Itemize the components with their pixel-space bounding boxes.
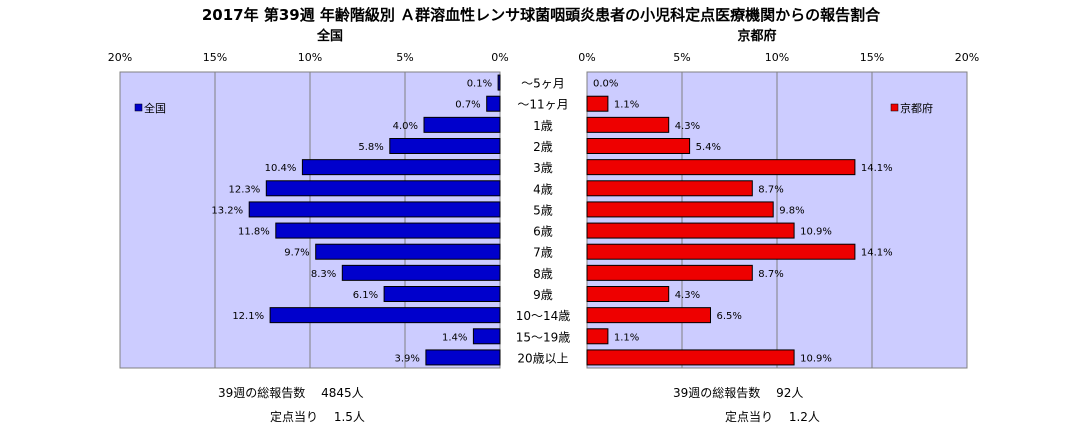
kyoto-bar <box>586 138 691 154</box>
kyoto-total-reports: 39週の総報告数 92人 <box>673 386 804 400</box>
kyoto-bar <box>586 328 609 345</box>
kyoto-data-label: 8.7% <box>758 184 783 195</box>
national-data-label: 12.1% <box>232 311 264 322</box>
age-category-label: 4歳 <box>533 182 553 196</box>
kyoto-data-label: 1.1% <box>614 332 639 343</box>
kyoto-data-label: 0.0% <box>593 79 618 90</box>
kyoto-data-label: 6.5% <box>717 311 742 322</box>
national-bar <box>383 286 501 302</box>
age-category-label: ～5ヶ月 <box>521 77 565 91</box>
kyoto-bar <box>586 95 609 112</box>
national-bar <box>265 180 501 197</box>
age-category-label: 10～14歳 <box>516 309 571 323</box>
national-tick-label: 5% <box>396 51 413 64</box>
kyoto-bar <box>586 116 670 133</box>
national-data-label: 9.7% <box>284 248 309 259</box>
age-category-label: ～11ヶ月 <box>517 98 568 112</box>
national-legend-swatch <box>134 103 143 112</box>
national-bar <box>486 95 501 112</box>
kyoto-data-label: 4.3% <box>675 290 700 301</box>
age-category-label: 8歳 <box>533 267 553 281</box>
kyoto-tick-label: 15% <box>860 51 884 64</box>
national-bar <box>341 264 501 281</box>
age-category-label: 20歳以上 <box>517 351 568 365</box>
national-data-label: 0.1% <box>467 79 492 90</box>
kyoto-bar <box>586 180 753 197</box>
kyoto-data-label: 14.1% <box>861 163 893 174</box>
kyoto-data-label: 8.7% <box>758 269 783 280</box>
kyoto-bar <box>586 264 753 281</box>
national-bar <box>472 328 501 345</box>
national-bar <box>315 243 501 260</box>
national-tick-label: 10% <box>298 51 322 64</box>
national-panel-title: 全国 <box>316 28 343 44</box>
age-category-label: 6歳 <box>533 225 553 239</box>
kyoto-legend-label: 京都府 <box>900 101 933 115</box>
kyoto-data-label: 5.4% <box>696 142 721 153</box>
kyoto-data-label: 10.9% <box>800 353 832 364</box>
kyoto-data-label: 10.9% <box>800 227 832 238</box>
national-data-label: 13.2% <box>211 205 243 216</box>
age-category-label: 5歳 <box>533 203 553 217</box>
national-bar <box>269 307 501 324</box>
national-legend-label: 全国 <box>144 101 166 115</box>
chart-title: 2017年 第39週 年齢階級別 Ａ群溶血性レンサ球菌咽頭炎患者の小児科定点医療… <box>202 6 881 24</box>
national-data-label: 5.8% <box>358 142 383 153</box>
kyoto-data-label: 9.8% <box>779 205 804 216</box>
national-bar <box>425 349 501 366</box>
national-data-label: 11.8% <box>238 227 270 238</box>
national-bar <box>248 201 501 218</box>
kyoto-panel-title: 京都府 <box>737 28 776 44</box>
age-category-label: 3歳 <box>533 161 553 175</box>
kyoto-bar <box>586 201 774 218</box>
kyoto-data-label: 14.1% <box>861 248 893 259</box>
national-bar <box>301 159 501 176</box>
national-bar <box>389 138 501 154</box>
national-total-reports: 39週の総報告数 4845人 <box>218 386 364 400</box>
kyoto-bar <box>586 286 670 302</box>
age-category-label: 1歳 <box>533 119 553 133</box>
kyoto-tick-label: 5% <box>673 51 690 64</box>
kyoto-bar <box>586 243 856 260</box>
kyoto-data-label: 1.1% <box>614 100 639 111</box>
national-data-label: 4.0% <box>393 121 418 132</box>
national-tick-label: 0% <box>491 51 508 64</box>
kyoto-per-site: 定点当り 1.2人 <box>725 410 820 424</box>
national-data-label: 1.4% <box>442 332 467 343</box>
national-bar <box>423 116 501 133</box>
kyoto-tick-label: 0% <box>578 51 595 64</box>
national-data-label: 8.3% <box>311 269 336 280</box>
national-data-label: 6.1% <box>353 290 378 301</box>
national-data-label: 0.7% <box>455 100 480 111</box>
age-category-label: 7歳 <box>533 246 553 260</box>
age-category-label: 15～19歳 <box>516 330 571 344</box>
national-data-label: 3.9% <box>394 353 419 364</box>
national-bar <box>497 74 501 91</box>
kyoto-bar <box>586 159 856 176</box>
kyoto-tick-label: 10% <box>765 51 789 64</box>
kyoto-data-label: 4.3% <box>675 121 700 132</box>
national-bar <box>275 222 501 239</box>
age-category-label: 2歳 <box>533 140 553 154</box>
age-category-label: 9歳 <box>533 288 553 302</box>
kyoto-tick-label: 20% <box>955 51 979 64</box>
national-tick-label: 15% <box>203 51 227 64</box>
kyoto-bar <box>586 222 795 239</box>
kyoto-bar <box>586 307 711 324</box>
kyoto-legend-swatch <box>890 103 899 112</box>
national-data-label: 12.3% <box>229 184 261 195</box>
national-tick-label: 20% <box>108 51 132 64</box>
national-data-label: 10.4% <box>265 163 297 174</box>
kyoto-bar <box>586 349 795 366</box>
national-per-site: 定点当り 1.5人 <box>270 410 365 424</box>
